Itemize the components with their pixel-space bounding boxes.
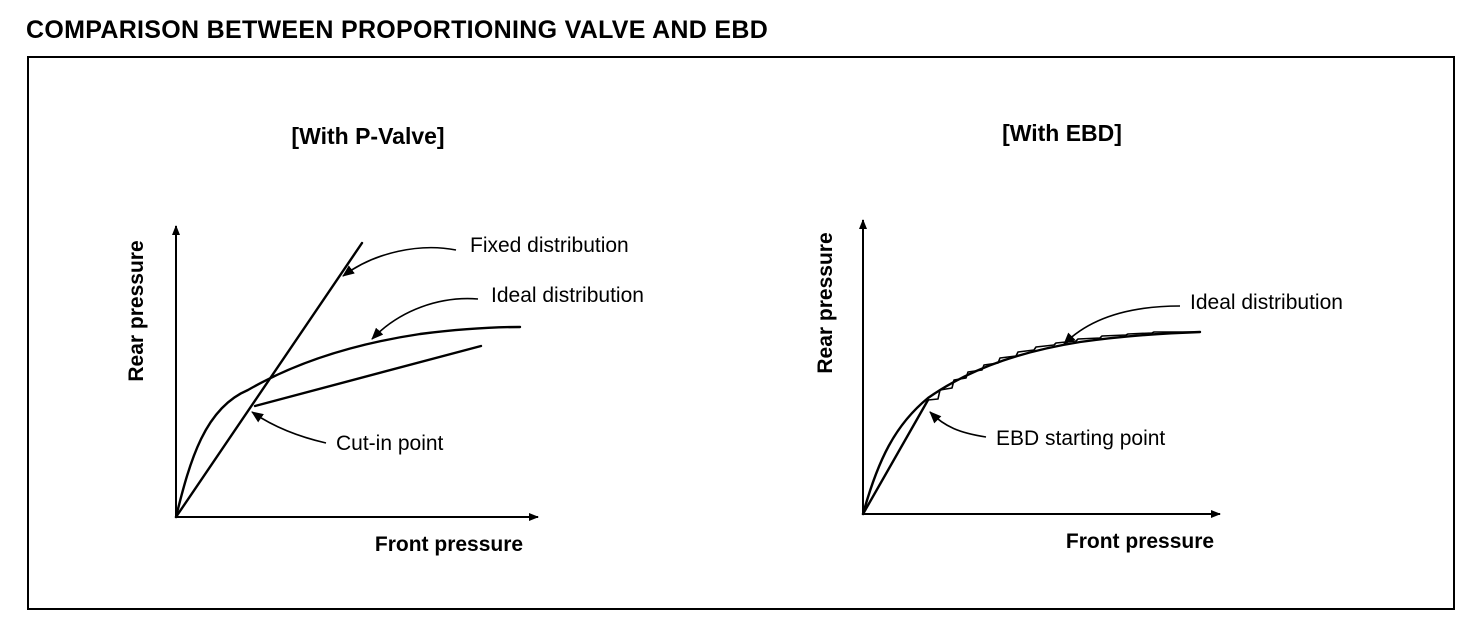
panel-title-p-valve: [With P-Valve] [291, 123, 444, 149]
callout-ebd-starting-point: EBD starting point [996, 427, 1165, 450]
page-title: COMPARISON BETWEEN PROPORTIONING VALVE A… [26, 16, 769, 44]
y-axis-label-p-valve: Rear pressure [125, 240, 148, 381]
p-valve-proportioned-line [253, 344, 483, 408]
leader-ebd-starting-point [929, 411, 987, 438]
leader-ideal-distribution-p-valve [371, 297, 479, 340]
panel-p-valve: [With P-Valve] Rear pressure Front press… [125, 123, 644, 556]
callout-fixed-distribution: Fixed distribution [470, 234, 629, 257]
callout-ideal-distribution-p-valve: Ideal distribution [491, 284, 644, 307]
fixed-distribution-line-ebd [861, 398, 930, 516]
ebd-stepped-trace [927, 331, 1201, 401]
diagram-frame [27, 56, 1455, 610]
leader-cut-in-point [251, 411, 327, 444]
x-axis-label-p-valve: Front pressure [375, 533, 523, 556]
leader-ideal-distribution-ebd [1063, 305, 1181, 345]
callout-ideal-distribution-ebd: Ideal distribution [1190, 291, 1343, 314]
ideal-distribution-curve-p-valve [174, 325, 522, 519]
leader-fixed-distribution [342, 246, 457, 277]
y-axis-label-ebd: Rear pressure [814, 232, 837, 373]
callout-cut-in-point: Cut-in point [336, 432, 444, 455]
panel-ebd: [With EBD] Rear pressure Front pressure … [814, 120, 1343, 553]
x-axis-label-ebd: Front pressure [1066, 530, 1214, 553]
panel-title-ebd: [With EBD] [1002, 120, 1122, 146]
